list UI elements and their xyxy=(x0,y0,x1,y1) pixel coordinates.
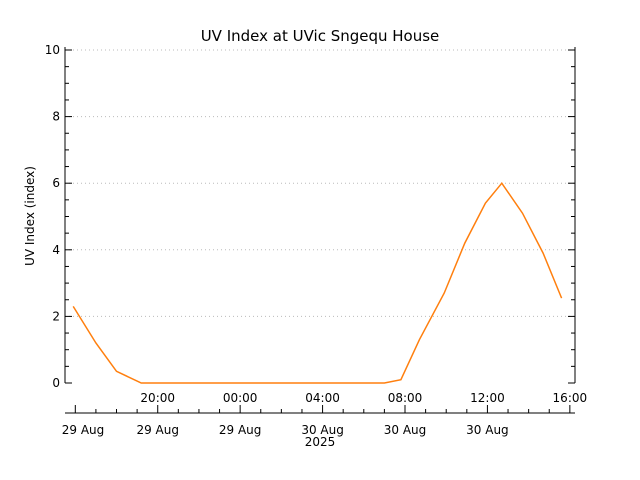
x-tick-date-label: 30 Aug xyxy=(466,423,509,437)
y-tick-label: 6 xyxy=(52,176,60,190)
y-axis-label: UV Index (index) xyxy=(23,166,37,266)
x-year-label: 2025 xyxy=(305,435,336,449)
series-line xyxy=(72,181,563,384)
grid-lines xyxy=(65,49,575,317)
x-tick-time-label: 08:00 xyxy=(388,391,423,405)
x-tick-date-label: 29 Aug xyxy=(136,423,179,437)
x-tick-time-label: 12:00 xyxy=(470,391,505,405)
x-tick-time-label: 16:00 xyxy=(553,391,588,405)
y-tick-label: 10 xyxy=(45,43,60,57)
x-tick-time-label: 20:00 xyxy=(140,391,175,405)
x-tick-time-label: 00:00 xyxy=(223,391,258,405)
x-tick-date-label: 30 Aug xyxy=(301,423,344,437)
y-axis-ticks: 0 2 4 6 8 10 xyxy=(45,43,575,390)
x-tick-date-label: 30 Aug xyxy=(384,423,427,437)
plot-frame xyxy=(64,47,576,414)
x-tick-date-label: 29 Aug xyxy=(219,423,262,437)
y-tick-label: 2 xyxy=(52,309,60,323)
chart-title: UV Index at UVic Sngequ House xyxy=(201,27,440,45)
y-tick-label: 0 xyxy=(52,376,60,390)
y-tick-label: 8 xyxy=(52,110,60,124)
x-axis-ticks: 20:00 29 Aug 00:00 29 Aug 04:00 30 Aug 08:00 30… xyxy=(74,391,588,437)
y-tick-label: 4 xyxy=(52,243,60,257)
x-tick-time-label: 04:00 xyxy=(305,391,340,405)
series-layer xyxy=(72,181,563,384)
x-first-date-label: 29 Aug xyxy=(62,423,105,437)
